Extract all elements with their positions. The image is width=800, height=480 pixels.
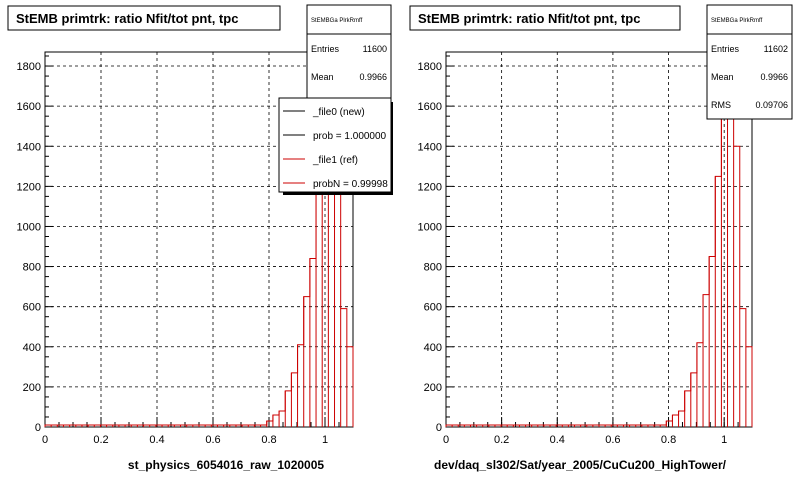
right-plot: 0 200 400 600 800 1000 1200 1400 1600 1800 0 0.2 0.4…: [418, 51, 753, 446]
right-xlabel: dev/daq_sl302/Sat/year_2005/CuCu200_High…: [434, 458, 727, 472]
y-tick-label: 1000: [418, 221, 442, 233]
y-tick-label: 1400: [418, 141, 442, 153]
y-tick-label: 0: [35, 422, 41, 434]
x-tick-label: 0.6: [605, 434, 620, 446]
left-stats-entries-value: 11600: [363, 44, 387, 54]
right-stats-entries-label: Entries: [711, 44, 740, 54]
left-stats-mean-value: 0.9966: [359, 72, 387, 82]
y-tick-label: 1800: [418, 61, 442, 73]
x-tick-label: 0.8: [661, 434, 676, 446]
legend-label: prob = 1.000000: [313, 131, 387, 142]
y-tick-label: 0: [436, 422, 442, 434]
legend-entries: _file0 (new) prob = 1.000000 _file1 (ref) p…: [283, 107, 388, 190]
left-title: StEMB primtrk: ratio Nfit/tot pnt, tpc: [16, 11, 238, 26]
right-stats-mean-label: Mean: [711, 72, 734, 82]
y-tick-label: 600: [23, 302, 41, 314]
left-xlabel: st_physics_6054016_raw_1020005: [128, 458, 324, 472]
y-tick-label: 1800: [17, 61, 41, 73]
left-panel: StEMB primtrk: ratio Nfit/tot pnt, tpc 0…: [7, 4, 393, 472]
plot-frame: [445, 51, 753, 428]
legend-box: [278, 97, 392, 193]
y-tick-label: 600: [424, 302, 442, 314]
x-tick-label: 0: [443, 434, 449, 446]
right-panel: StEMB primtrk: ratio Nfit/tot pnt, tpc 0…: [409, 4, 793, 472]
legend-label: probN = 0.99998: [313, 179, 388, 190]
y-tick-label: 400: [424, 342, 442, 354]
legend-label: _file0 (new): [312, 107, 365, 118]
y-tick-label: 1200: [418, 181, 442, 193]
x-tick-label: 0.2: [93, 434, 108, 446]
x-tick-label: 1: [322, 434, 328, 446]
x-tick-label: 0.6: [205, 434, 220, 446]
right-stats-mean-value: 0.9966: [760, 72, 788, 82]
y-tick-label: 1000: [17, 221, 41, 233]
left-stats-mean-label: Mean: [311, 72, 334, 82]
right-stats-rms-label: RMS: [711, 100, 731, 110]
y-tick-label: 200: [23, 382, 41, 394]
y-tick-label: 200: [424, 382, 442, 394]
y-tick-label: 1400: [17, 141, 41, 153]
y-tick-label: 1200: [17, 181, 41, 193]
right-title-box: [409, 5, 681, 31]
x-tick-label: 0.4: [550, 434, 565, 446]
legend-label: _file1 (ref): [312, 155, 358, 166]
right-stats-box: [706, 4, 793, 120]
y-tick-label: 400: [23, 342, 41, 354]
y-tick-label: 1600: [418, 101, 442, 113]
right-stats-entries-value: 11602: [764, 44, 788, 54]
y-tick-label: 1600: [17, 101, 41, 113]
x-tick-label: 0: [42, 434, 48, 446]
left-stats-entries-label: Entries: [311, 44, 340, 54]
right-title: StEMB primtrk: ratio Nfit/tot pnt, tpc: [418, 11, 640, 26]
x-tick-label: 0.8: [261, 434, 276, 446]
x-tick-label: 0.4: [149, 434, 164, 446]
left-title-box: [7, 5, 281, 31]
y-tick-label: 800: [424, 262, 442, 274]
right-stats-rms-value: 0.09706: [755, 100, 788, 110]
x-tick-label: 0.2: [494, 434, 509, 446]
x-tick-label: 1: [721, 434, 727, 446]
right-stats-name: StEMBGa PlrkRmff: [711, 18, 763, 24]
y-tick-label: 800: [23, 262, 41, 274]
left-stats-name: StEMBGa PlrkRmff: [311, 18, 363, 24]
